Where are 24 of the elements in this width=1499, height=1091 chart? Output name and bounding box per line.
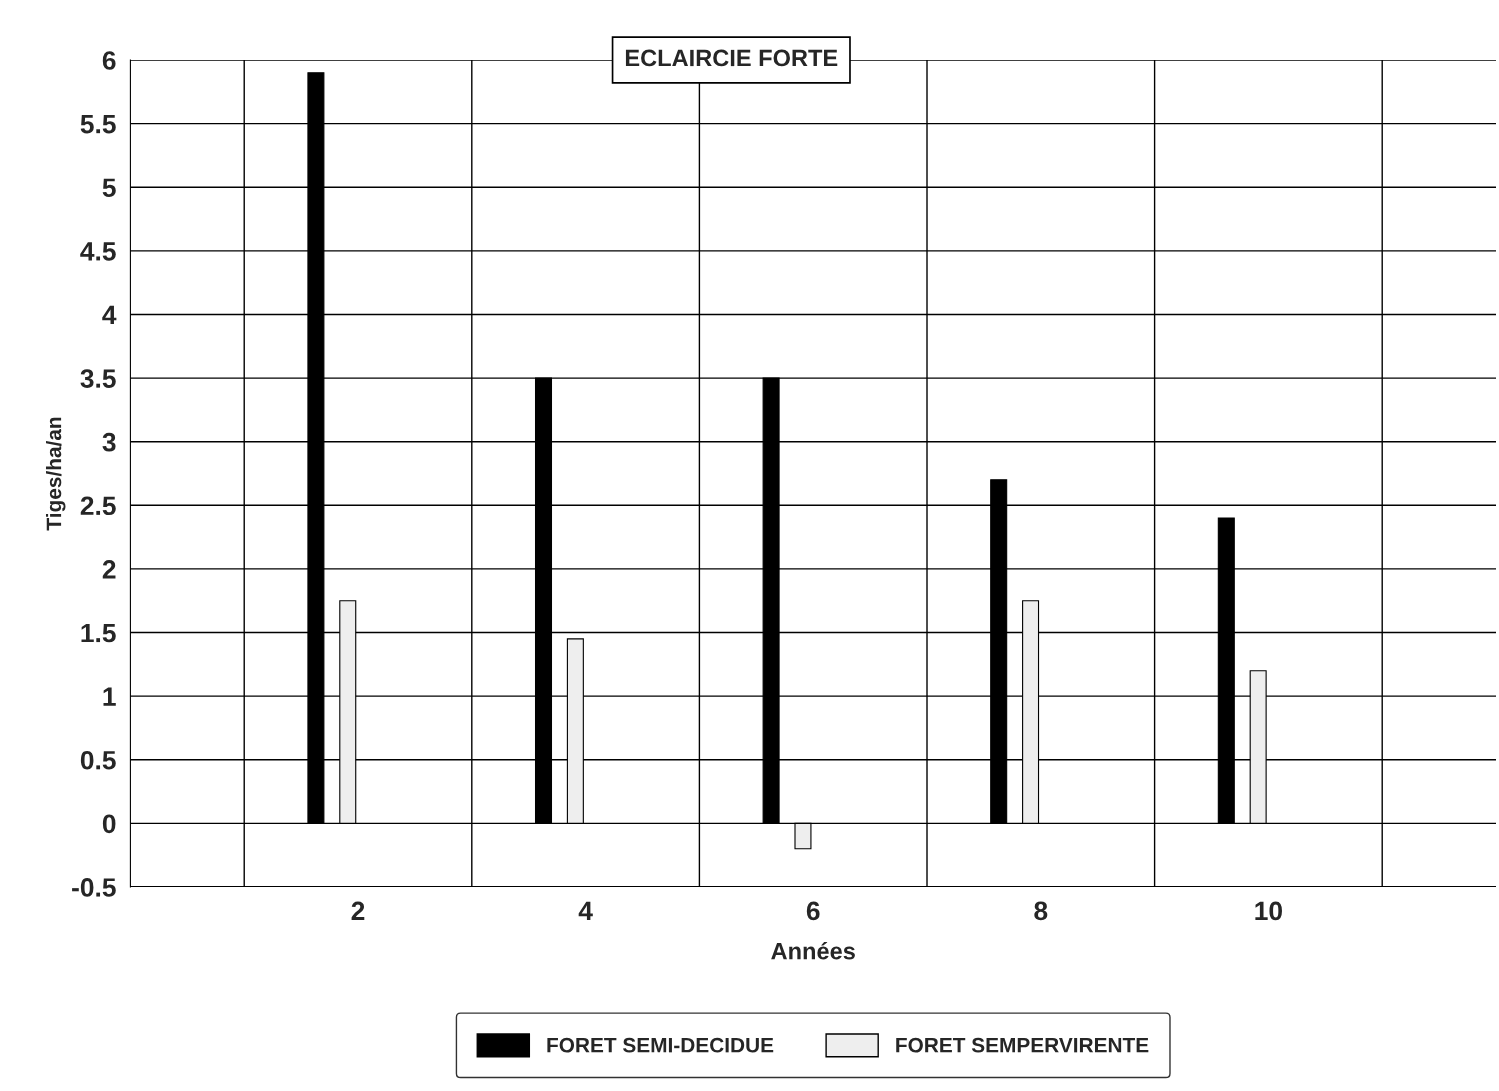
x-tick-label: 10 <box>1255 901 1282 921</box>
chart-title: ECLAIRCIE FORTE <box>625 49 838 67</box>
x-axis-title: Années <box>771 941 855 960</box>
y-tick-label: 0 <box>102 814 116 834</box>
legend-label: FORET SEMPERVIRENTE <box>896 1037 1149 1053</box>
x-tick-label: 6 <box>806 901 820 921</box>
y-tick-label: 1.5 <box>81 623 116 643</box>
y-tick-label: 5.5 <box>80 115 116 134</box>
y-axis-title: Tiges/ha/an <box>45 417 66 531</box>
y-tick-label: 2 <box>102 560 116 579</box>
y-tick-label: 6 <box>102 51 116 70</box>
y-tick-label: 4.5 <box>80 242 116 261</box>
y-tick-label: 4 <box>102 305 117 325</box>
y-tick-label: 2.5 <box>80 496 116 516</box>
y-tick-label: 0.5 <box>80 750 116 770</box>
y-tick-label: -0.5 <box>72 878 116 897</box>
y-tick-label: 3 <box>102 432 116 452</box>
legend-label: FORET SEMI-DECIDUE <box>547 1037 774 1053</box>
x-tick-label: 8 <box>1034 901 1048 921</box>
y-tick-label: 3.5 <box>80 369 116 388</box>
x-tick-label: 4 <box>578 901 593 920</box>
x-tick-label: 2 <box>351 901 365 920</box>
y-tick-label: 1 <box>103 687 116 706</box>
y-tick-label: 5 <box>102 178 116 198</box>
